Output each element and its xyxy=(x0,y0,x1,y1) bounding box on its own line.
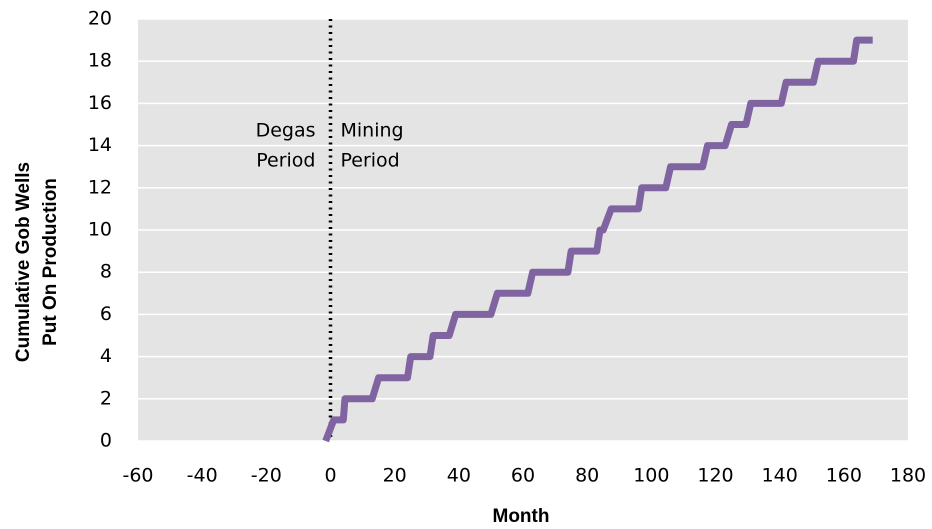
y-tick-label: 6 xyxy=(100,303,112,325)
y-axis-label: Cumulative Gob Wells xyxy=(13,162,34,362)
x-tick-label: 100 xyxy=(633,465,669,487)
y-tick-label: 12 xyxy=(88,176,112,198)
annotation: Mining xyxy=(341,120,404,142)
annotation: Degas xyxy=(256,120,316,142)
x-tick-label: 140 xyxy=(762,465,798,487)
y-tick-label: 2 xyxy=(100,387,112,409)
y-tick-label: 16 xyxy=(88,92,112,114)
x-tick-label: -20 xyxy=(251,465,282,487)
y-tick-label: 4 xyxy=(100,345,112,367)
x-tick-label: 20 xyxy=(383,465,407,487)
x-axis-label: Month xyxy=(493,506,550,527)
y-tick-label: 10 xyxy=(88,219,112,241)
y-tick-label: 18 xyxy=(88,50,112,72)
x-tick-label: -60 xyxy=(122,465,153,487)
y-tick-label: 0 xyxy=(100,430,112,452)
x-tick-label: 40 xyxy=(447,465,471,487)
x-tick-label: 0 xyxy=(324,465,336,487)
x-tick-label: -40 xyxy=(187,465,218,487)
y-tick-label: 14 xyxy=(88,134,112,156)
x-tick-label: 60 xyxy=(511,465,535,487)
x-tick-label: 80 xyxy=(575,465,599,487)
y-tick-label: 20 xyxy=(88,8,112,30)
annotation: Period xyxy=(341,150,400,172)
x-tick-label: 160 xyxy=(826,465,862,487)
x-tick-label: 120 xyxy=(697,465,733,487)
x-tick-label: 180 xyxy=(890,465,926,487)
y-tick-label: 8 xyxy=(100,261,112,283)
annotation: Period xyxy=(256,150,315,172)
data-line xyxy=(322,36,873,443)
y-axis-label: Put On Production xyxy=(40,178,61,346)
